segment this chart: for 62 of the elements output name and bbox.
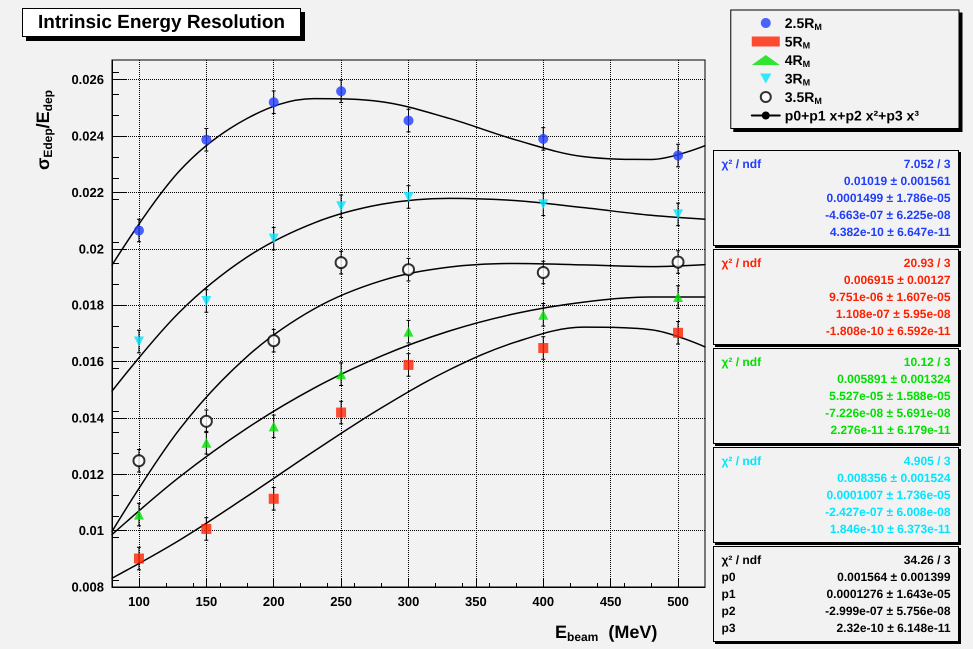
point xyxy=(404,116,414,126)
y-tick-label: 0.014 xyxy=(71,410,105,426)
point xyxy=(538,343,548,354)
point xyxy=(134,510,144,520)
point xyxy=(201,438,212,448)
point xyxy=(404,360,414,370)
point xyxy=(536,266,550,279)
point xyxy=(673,150,684,161)
x-tick-label: 450 xyxy=(600,594,622,609)
y-tick-label: 0.01 xyxy=(78,523,104,538)
point xyxy=(201,524,212,534)
point xyxy=(268,421,279,432)
point xyxy=(200,414,213,428)
point xyxy=(402,263,415,276)
text: χ² / ndf 7.052 / 3 0.01019 ± 0.001561 0.0001499 ± 1.786e-05 -4.663e-07 ± 6.225e-08 4.382e-10 ± 6.647e-11 xyxy=(722,157,950,239)
point xyxy=(538,199,548,210)
point xyxy=(672,256,685,269)
x-tick-label: 100 xyxy=(128,594,150,609)
point xyxy=(404,326,414,337)
y-tick-label: 0.024 xyxy=(71,128,105,144)
x-tick-label: 350 xyxy=(465,594,487,609)
chart-title: Intrinsic Energy Resolution xyxy=(38,12,286,33)
legend-label: p0+p1 x+p2 x²+p3 x³ xyxy=(784,108,920,124)
point xyxy=(673,209,684,220)
point xyxy=(134,336,144,347)
x-tick-label: 300 xyxy=(398,594,420,609)
y-tick-label: 0.026 xyxy=(71,72,104,88)
point xyxy=(673,292,684,302)
point xyxy=(334,256,348,270)
point xyxy=(336,408,346,418)
x-tick-label: 250 xyxy=(330,594,352,609)
point xyxy=(336,369,346,380)
point xyxy=(673,328,684,338)
point xyxy=(267,334,280,348)
point xyxy=(201,134,212,145)
y-tick-label: 0.022 xyxy=(71,184,104,200)
x-tick-label: 150 xyxy=(195,594,218,609)
text: χ² / ndf 10.12 / 3 0.005891 ± 0.001324 5.527e-05 ± 1.588e-05 -7.226e-08 ± 5.691e-08 2.276e-11 ± 6.179e-11 xyxy=(722,355,950,437)
point xyxy=(404,192,414,202)
text: χ² / ndf 20.93 / 3 0.006915 ± 0.00127 9.751e-06 ± 1.607e-05 1.108e-07 ± 5.95e-08 -1.808e-10 ± 6.592e-11 xyxy=(722,256,950,338)
y-tick-label: 0.012 xyxy=(71,466,104,482)
y-tick-label: 0.02 xyxy=(78,241,104,256)
text: χ² / ndf 34.26 / 3 p0 0.001564 ± 0.001399 p1 0.0001276 ± 1.643e-05 p2 -2.999e-07 ± 5.756e-08 p3 2.32e-10 ± 6.148e-11 xyxy=(722,553,950,635)
point xyxy=(268,494,279,504)
x-tick-label: 500 xyxy=(667,594,689,609)
y-tick-label: 0.008 xyxy=(71,580,104,594)
point xyxy=(134,554,144,564)
y-tick-label: 0.018 xyxy=(71,298,104,313)
point xyxy=(336,201,346,212)
point xyxy=(538,310,548,320)
point xyxy=(132,454,146,468)
point xyxy=(268,234,279,244)
point xyxy=(268,97,279,108)
point xyxy=(134,226,144,236)
point xyxy=(336,86,346,96)
x-tick-label: 400 xyxy=(532,594,554,609)
y-axis-title: σEdep/Edep xyxy=(33,90,55,170)
x-tick-label: 200 xyxy=(262,594,285,609)
point xyxy=(538,134,548,144)
point xyxy=(201,296,212,306)
y-tick-label: 0.016 xyxy=(71,354,104,370)
text: χ² / ndf 4.905 / 3 0.008356 ± 0.001524 0.0001007 ± 1.736e-05 -2.427e-07 ± 6.008e-08 1.846e-10 ± 6.373e-11 xyxy=(722,454,950,536)
